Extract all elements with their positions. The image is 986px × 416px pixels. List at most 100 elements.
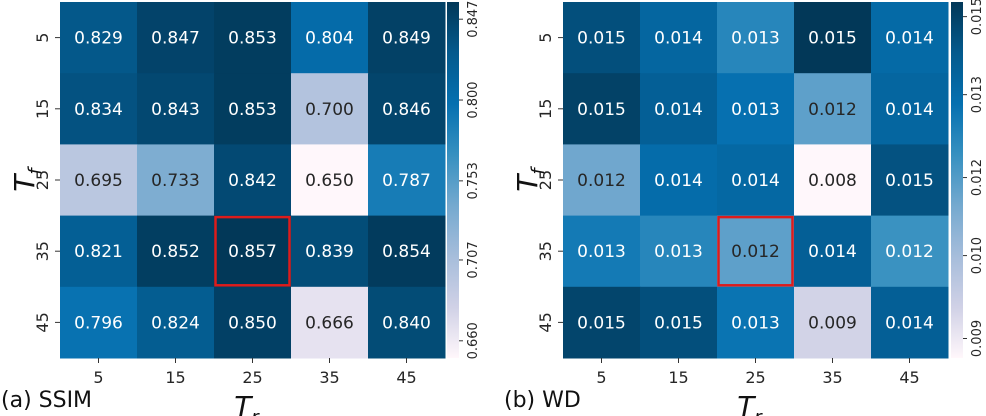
heatmap-cell-r4-c2: [214, 286, 292, 359]
heatmap-cell-r3-c2: [717, 215, 795, 288]
heatmap-cell-r2-c0: [563, 144, 641, 217]
cell-value-label: 0.787: [382, 171, 431, 191]
heatmap-cell-r2-c2: [717, 144, 795, 217]
y-tick-label: 45: [536, 312, 555, 332]
cell-value-label: 0.015: [885, 171, 934, 191]
cell-value-label: 0.847: [151, 29, 200, 49]
x-tick-label: 15: [668, 368, 688, 387]
heatmap-cell-r4-c0: [563, 286, 641, 359]
cell-value-label: 0.015: [577, 100, 626, 120]
panel-caption: (a) SSIM: [1, 388, 92, 413]
heatmap-cell-r4-c3: [291, 286, 369, 359]
colorbar-tick-label: 0.660: [466, 322, 481, 359]
cell-value-label: 0.015: [577, 29, 626, 49]
cell-value-label: 0.014: [654, 171, 703, 191]
cell-value-label: 0.695: [74, 171, 123, 191]
cell-value-label: 0.733: [151, 171, 200, 191]
x-tick-label: 45: [396, 368, 416, 387]
y-tick-label: 15: [33, 99, 52, 119]
cell-value-label: 0.666: [305, 313, 354, 333]
x-tick-label: 35: [822, 368, 842, 387]
heatmap-cell-r0-c3: [291, 2, 369, 74]
cell-value-label: 0.843: [151, 100, 200, 120]
heatmap-cell-r0-c4: [871, 2, 949, 74]
cell-value-label: 0.850: [228, 313, 277, 333]
heatmap-panel-wd: 0.015 0.014 0.013 0.015 0.014 0.015 0.014 0.013…: [504, 0, 985, 416]
x-tick-label: 35: [319, 368, 339, 387]
cell-value-label: 0.012: [808, 100, 857, 120]
y-tick-label: 5: [536, 33, 555, 43]
heatmap-cell-r1-c2: [717, 73, 795, 145]
cell-value-label: 0.012: [577, 171, 626, 191]
heatmap-cell-r1-c3: [291, 73, 369, 145]
cell-value-label: 0.846: [382, 100, 431, 120]
heatmap-cell-r3-c2: [214, 215, 292, 288]
heatmap-cell-r4-c1: [137, 286, 215, 359]
cell-value-label: 0.840: [382, 313, 431, 333]
y-tick-label: 35: [536, 241, 555, 261]
heatmap-cell-r3-c3: [291, 215, 369, 288]
cell-value-label: 0.829: [74, 29, 123, 49]
heatmap-cell-r4-c2: [717, 286, 795, 359]
heatmap-cell-r3-c4: [871, 215, 949, 288]
cell-value-label: 0.008: [808, 171, 857, 191]
cell-value-label: 0.842: [228, 171, 277, 191]
panel-caption: (b) WD: [504, 388, 581, 413]
cell-value-label: 0.012: [885, 242, 934, 262]
heatmap-cell-r2-c0: [60, 144, 138, 217]
y-tick-label: 15: [536, 99, 555, 119]
x-axis-label: Tr: [234, 390, 260, 416]
cell-value-label: 0.857: [228, 242, 277, 262]
heatmap-cell-r1-c2: [214, 73, 292, 145]
cell-value-label: 0.013: [731, 313, 780, 333]
heatmap-cell-r3-c4: [368, 215, 446, 288]
colorbar-tick-label: 0.013: [970, 76, 985, 113]
heatmap-cell-r2-c4: [871, 144, 949, 217]
cell-value-label: 0.839: [305, 242, 354, 262]
x-axis-label: Tr: [737, 390, 763, 416]
cell-value-label: 0.012: [731, 242, 780, 262]
heatmap-cell-r2-c3: [291, 144, 369, 217]
cell-value-label: 0.015: [654, 313, 703, 333]
cell-value-label: 0.849: [382, 29, 431, 49]
colorbar: [951, 2, 963, 358]
highlight-box: [717, 215, 794, 287]
heatmap-cell-r3-c3: [794, 215, 872, 288]
colorbar-tick-label: 0.753: [466, 162, 481, 199]
colorbar-tick-label: 0.847: [466, 1, 481, 38]
y-tick-label: 45: [33, 312, 52, 332]
cell-value-label: 0.013: [731, 29, 780, 49]
heatmap-cell-r3-c0: [60, 215, 138, 288]
cell-value-label: 0.853: [228, 29, 277, 49]
cell-value-label: 0.014: [808, 242, 857, 262]
colorbar-tick-label: 0.009: [970, 320, 985, 357]
heatmap-cell-r4-c4: [368, 286, 446, 359]
heatmap-cell-r1-c4: [368, 73, 446, 145]
x-tick-label: 25: [745, 368, 765, 387]
y-axis-label: Tf: [511, 166, 549, 192]
heatmap-cell-r0-c0: [60, 2, 138, 74]
heatmap-cell-r2-c4: [368, 144, 446, 217]
heatmap-cell-r4-c3: [794, 286, 872, 359]
heatmap-cell-r0-c1: [137, 2, 215, 74]
cell-value-label: 0.650: [305, 171, 354, 191]
cell-value-label: 0.015: [808, 29, 857, 49]
cell-value-label: 0.014: [885, 100, 934, 120]
cell-value-label: 0.796: [74, 313, 123, 333]
y-tick-label: 25: [33, 170, 52, 190]
colorbar-tick-label: 0.800: [466, 81, 481, 118]
cell-value-label: 0.853: [228, 100, 277, 120]
heatmap-cell-r3-c1: [640, 215, 718, 288]
cell-value-label: 0.821: [74, 242, 123, 262]
heatmap-cell-r4-c0: [60, 286, 138, 359]
y-tick-label: 5: [33, 33, 52, 43]
cell-value-label: 0.014: [885, 29, 934, 49]
cell-value-label: 0.700: [305, 100, 354, 120]
cell-value-label: 0.014: [654, 29, 703, 49]
heatmap-cell-r2-c1: [137, 144, 215, 217]
y-axis-label: Tf: [8, 166, 46, 192]
heatmap-cell-r2-c2: [214, 144, 292, 217]
heatmap-cell-r1-c1: [137, 73, 215, 145]
colorbar-tick-label: 0.010: [970, 237, 985, 274]
